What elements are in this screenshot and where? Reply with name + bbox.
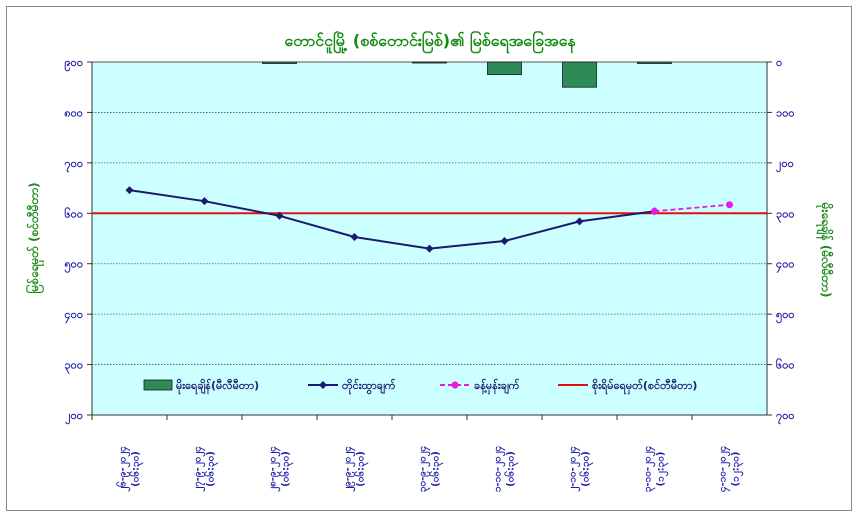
y-right-tick-label: ၁၀၀ — [776, 106, 795, 119]
y-right-tick-label: ၀ — [776, 56, 782, 69]
x-tick-time: (၀၆:၃၀) — [204, 451, 220, 487]
chart-title: တောင်ငူမြို့ (စစ်တောင်းမြစ်)၏ မြစ်ရေအခြေ… — [284, 30, 576, 54]
x-tick-time: (၀၆:၃၀) — [579, 451, 595, 487]
x-tick-group: ၂၇-၉-၂၀၂၄ (၀၆:၃၀) — [193, 446, 220, 492]
rainfall-bar — [637, 61, 672, 64]
y-left-tick-label: ၂၀၀ — [65, 409, 83, 425]
legend-rain-swatch — [143, 379, 173, 391]
y-right-tick-label: ၄၀၀ — [776, 258, 795, 274]
x-tick-date: ၂၆-၉-၂၀၂၄ — [116, 446, 132, 492]
x-tick-date: ၂၈-၉-၂၀၂၄ — [268, 446, 282, 492]
y-right-tick-label: ၆၀၀ — [776, 359, 795, 372]
rainfall-bar — [562, 61, 597, 88]
y-axis-left-label: မြစ်ရေမှတ် (စင်တီမီတာ) — [24, 182, 45, 293]
x-tick-group: ၁-၁၀-၂၀၂၄ (၀၆:၃၀) — [493, 446, 520, 492]
y-axis-left-label-group: မြစ်ရေမှတ် (စင်တီမီတာ) — [24, 182, 45, 293]
legend-measured-marker — [319, 381, 327, 389]
measured-point — [425, 244, 434, 253]
x-tick-group: ၂-၁၀-၂၀၂၄ (၀၆:၃၀) — [568, 446, 595, 492]
measured-point — [500, 237, 509, 246]
forecast-series — [651, 201, 733, 215]
x-tick-group: ၃၀-၉-၂၀၂၄ (၀၆:၃၀) — [418, 446, 445, 492]
y-left-tick-label: ၉၀၀ — [64, 56, 83, 72]
y-right-tick-label: ၅၀၀ — [776, 308, 795, 324]
rainfall-bar — [262, 61, 297, 64]
legend-rain-label: မိုးရေချိန်(မီလီမီတာ) — [176, 378, 259, 395]
x-tick-group: ၄-၁၀-၂၀၂၄ (၁၂:၃၀) — [718, 446, 745, 492]
x-tick-labels: ၂၆-၉-၂၀၂၄ (၀၆:၃၀) ၂၇-၉-၂၀၂၄ (၀၆:၃၀) ၂၈-၉-၂၀၂… — [91, 415, 745, 492]
y-axis-right-label: မိုးရေချိန် (မီလီမီတာ) — [815, 202, 835, 298]
y-left-tick-label: ၄၀၀ — [64, 308, 83, 324]
legend-danger-label: စိုးရိမ်ရေမှတ်(စင်တီမီတာ) — [592, 378, 697, 395]
x-tick-group: ၃-၁၀-၂၀၂၄ (၁၂:၃၀) — [643, 446, 670, 492]
x-tick-time: (၀၆:၃၀) — [504, 451, 520, 487]
legend-forecast-label: ခန့်မှန်းချက် — [474, 378, 520, 395]
y-right-tick-label: ၇၀၀ — [776, 409, 795, 425]
legend-measured-label: တိုင်းထွာချက် — [342, 378, 396, 395]
y-left-tick-label: ၆၀၀ — [64, 207, 83, 220]
measured-point — [275, 211, 284, 220]
plot-area — [91, 61, 768, 416]
legend-forecast-marker — [451, 381, 459, 389]
x-tick-date: ၄-၁၀-၂၀၂၄ — [718, 446, 732, 492]
x-tick-date: ၂-၁၀-၂၀၂၄ — [568, 446, 582, 492]
rainfall-bar — [412, 61, 447, 64]
x-tick-date: ၁-၁၀-၂၀၂၄ — [493, 446, 507, 492]
measured-point — [350, 232, 359, 241]
forecast-point — [651, 207, 658, 215]
rainfall-bars — [262, 61, 672, 88]
x-tick-group: ၂၈-၉-၂၀၂၄ (၀၆:၃၀) — [268, 446, 295, 492]
x-tick-group: ၂၉-၉-၂၀၂၄ (၀၆:၃၀) — [343, 446, 370, 492]
forecast-point — [726, 201, 733, 209]
y-left-tick-label: ၅၀၀ — [64, 258, 83, 274]
y-left-tick-label: ၃၀၀ — [64, 359, 83, 375]
x-tick-date: ၃-၁၀-၂၀၂၄ — [643, 446, 657, 492]
x-tick-time: (၁၂:၃၀) — [731, 452, 745, 487]
measured-point — [575, 217, 584, 226]
y-right-tick-label: ၂၀၀ — [776, 157, 794, 173]
forecast-line — [654, 203, 730, 213]
y-axis-right-label-group: မိုးရေချိန် (မီလီမီတာ) — [815, 202, 835, 298]
measured-point — [125, 186, 134, 195]
x-tick-time: (၀၆:၃၀) — [129, 451, 145, 487]
y-left-tick-label: ၇၀၀ — [64, 157, 83, 173]
x-tick-group: ၂၆-၉-၂၀၂၄ (၀၆:၃၀) — [116, 446, 145, 492]
y-right-tick-label: ၃၀၀ — [776, 207, 795, 223]
y-left-tick-label: ၈၀၀ — [64, 106, 83, 119]
x-tick-date: ၃၀-၉-၂၀၂၄ — [418, 446, 432, 492]
legend: မိုးရေချိန်(မီလီမီတာ) တိုင်းထွာချက် ခန့်… — [143, 378, 697, 395]
x-tick-time: (၀၆:၃၀) — [279, 451, 295, 487]
rainfall-bar — [487, 61, 522, 76]
x-tick-date: ၂၇-၉-၂၀၂၄ — [193, 446, 207, 492]
x-tick-time: (၁၂:၃၀) — [656, 452, 670, 487]
x-tick-date: ၂၉-၉-၂၀၂၄ — [343, 446, 357, 492]
x-tick-time: (၀၆:၃၀) — [354, 451, 370, 487]
x-tick-time: (၀၆:၃၀) — [429, 451, 445, 487]
measured-point — [200, 197, 209, 206]
measured-line — [129, 189, 655, 250]
